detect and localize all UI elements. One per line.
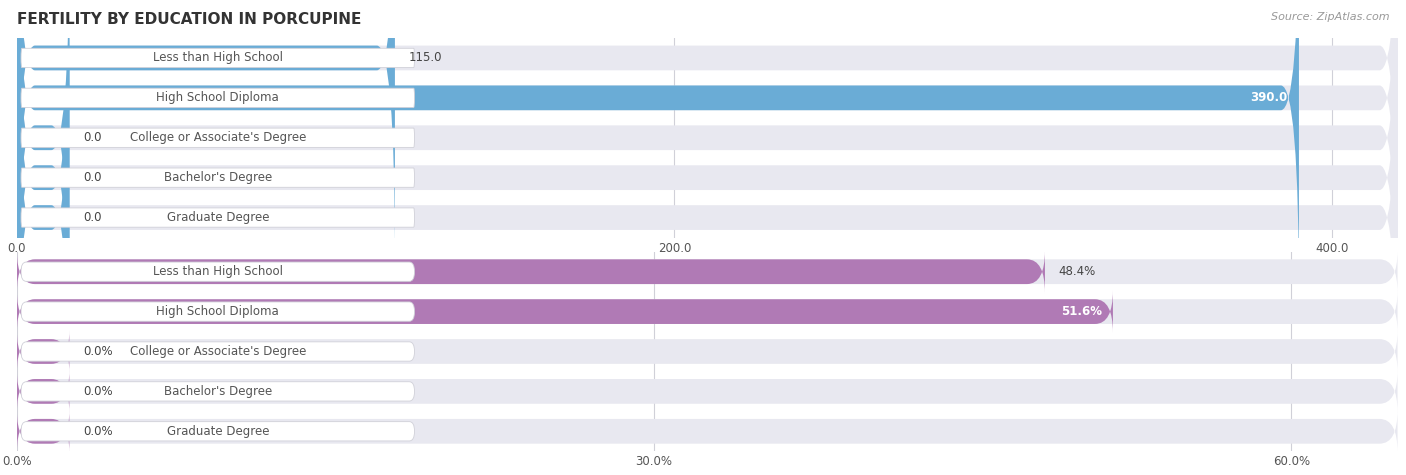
Text: High School Diploma: High School Diploma — [156, 91, 280, 104]
FancyBboxPatch shape — [21, 208, 415, 227]
FancyBboxPatch shape — [17, 330, 1398, 373]
Text: 0.0%: 0.0% — [83, 385, 112, 398]
FancyBboxPatch shape — [17, 410, 1398, 453]
FancyBboxPatch shape — [21, 302, 415, 321]
FancyBboxPatch shape — [21, 88, 415, 107]
Text: College or Associate's Degree: College or Associate's Degree — [129, 131, 307, 144]
Text: Graduate Degree: Graduate Degree — [166, 211, 269, 224]
Text: High School Diploma: High School Diploma — [156, 305, 280, 318]
Text: 0.0%: 0.0% — [83, 345, 112, 358]
FancyBboxPatch shape — [21, 422, 415, 441]
FancyBboxPatch shape — [17, 0, 1398, 304]
FancyBboxPatch shape — [17, 370, 69, 413]
FancyBboxPatch shape — [21, 168, 415, 187]
FancyBboxPatch shape — [21, 128, 415, 147]
Text: 0.0%: 0.0% — [83, 425, 112, 438]
Text: 0.0: 0.0 — [83, 131, 101, 144]
FancyBboxPatch shape — [21, 262, 415, 281]
FancyBboxPatch shape — [21, 342, 415, 361]
FancyBboxPatch shape — [17, 0, 1398, 383]
Text: Source: ZipAtlas.com: Source: ZipAtlas.com — [1271, 12, 1389, 22]
Text: 390.0: 390.0 — [1251, 91, 1288, 104]
FancyBboxPatch shape — [17, 370, 1398, 413]
FancyBboxPatch shape — [17, 330, 69, 373]
Text: FERTILITY BY EDUCATION IN PORCUPINE: FERTILITY BY EDUCATION IN PORCUPINE — [17, 12, 361, 27]
Text: Bachelor's Degree: Bachelor's Degree — [163, 385, 271, 398]
Text: 115.0: 115.0 — [409, 51, 443, 65]
FancyBboxPatch shape — [21, 382, 415, 401]
Text: 0.0: 0.0 — [83, 171, 101, 184]
FancyBboxPatch shape — [17, 0, 1398, 343]
FancyBboxPatch shape — [17, 250, 1398, 293]
Text: Graduate Degree: Graduate Degree — [166, 425, 269, 438]
FancyBboxPatch shape — [17, 0, 69, 343]
Text: Less than High School: Less than High School — [153, 51, 283, 65]
FancyBboxPatch shape — [17, 0, 1398, 264]
FancyBboxPatch shape — [17, 0, 69, 383]
FancyBboxPatch shape — [17, 0, 395, 264]
FancyBboxPatch shape — [17, 250, 1045, 293]
Text: 0.0: 0.0 — [83, 211, 101, 224]
FancyBboxPatch shape — [17, 290, 1398, 333]
FancyBboxPatch shape — [17, 290, 1114, 333]
Text: Bachelor's Degree: Bachelor's Degree — [163, 171, 271, 184]
Text: 48.4%: 48.4% — [1059, 265, 1097, 278]
Text: 51.6%: 51.6% — [1062, 305, 1102, 318]
Text: College or Associate's Degree: College or Associate's Degree — [129, 345, 307, 358]
FancyBboxPatch shape — [17, 12, 69, 423]
FancyBboxPatch shape — [17, 410, 69, 453]
FancyBboxPatch shape — [17, 0, 1299, 304]
FancyBboxPatch shape — [17, 12, 1398, 423]
FancyBboxPatch shape — [21, 48, 415, 67]
Text: Less than High School: Less than High School — [153, 265, 283, 278]
